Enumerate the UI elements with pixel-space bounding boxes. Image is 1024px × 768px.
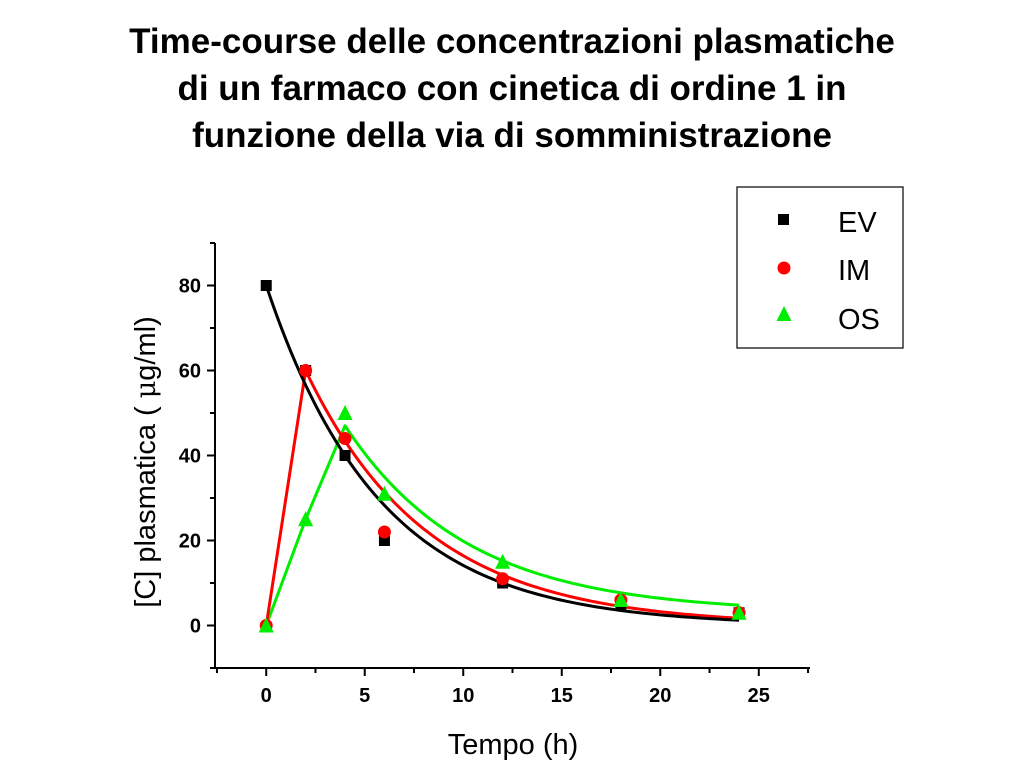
chart-title-line-3: funzione della via di somministrazione: [192, 116, 832, 155]
y-axis-title-prefix: [C] plasmatica (: [130, 398, 162, 608]
data-point-os: [337, 405, 353, 420]
legend-marker-ev: [778, 214, 789, 225]
x-tick-label: 15: [551, 685, 573, 707]
legend-marker-im: [777, 261, 791, 275]
fit-curve-os: [264, 424, 740, 627]
x-tick-label: 25: [748, 685, 770, 707]
legend-box: [736, 186, 904, 349]
legend-label-ev: EV: [838, 207, 877, 239]
x-axis-title: Tempo (h): [448, 729, 579, 761]
data-point-ev: [378, 535, 390, 546]
chart-title-line-2: di un farmaco con cinetica di ordine 1 i…: [177, 69, 847, 108]
fit-curve-ev: [264, 285, 740, 622]
legend-marker-os: [776, 306, 792, 321]
y-axis-title-suffix: g/ml): [130, 316, 162, 380]
legend: EV IM OS: [736, 186, 904, 349]
chart-title: Time-course delle concentrazioni plasmat…: [0, 18, 1024, 159]
data-point-im: [338, 432, 352, 445]
y-axis-title: [C] plasmatica ( μg/ml): [130, 316, 162, 608]
y-tick-label: 60: [179, 361, 201, 383]
chart-title-line-1: Time-course delle concentrazioni plasmat…: [129, 22, 895, 61]
y-tick-label: 40: [179, 446, 201, 468]
x-tick-label: 0: [261, 685, 272, 707]
data-point-ev: [260, 280, 272, 291]
data-markers: [258, 280, 747, 633]
y-tick-label: 20: [179, 531, 201, 553]
x-tick-label: 10: [452, 685, 474, 707]
data-point-im: [299, 364, 313, 377]
data-point-os: [376, 485, 392, 501]
data-point-os: [258, 617, 274, 633]
data-point-im: [496, 572, 510, 586]
data-point-im: [377, 525, 391, 539]
data-point-os: [495, 553, 511, 569]
data-point-os: [731, 604, 747, 620]
y-axis-title-mu: μ: [131, 381, 162, 399]
chart-axes: 0 20 40 60 80 0 5 10 15 20 25: [179, 242, 810, 707]
x-tick-label: 5: [359, 685, 370, 707]
y-tick-label: 80: [179, 276, 201, 298]
data-point-os: [298, 511, 314, 527]
fit-curve-im: [264, 369, 740, 626]
legend-label-im: IM: [838, 255, 870, 287]
data-point-ev: [339, 450, 351, 461]
y-tick-label: 0: [190, 616, 201, 638]
x-tick-label: 20: [649, 685, 671, 707]
legend-label-os: OS: [838, 304, 880, 336]
data-point-os: [613, 592, 629, 607]
